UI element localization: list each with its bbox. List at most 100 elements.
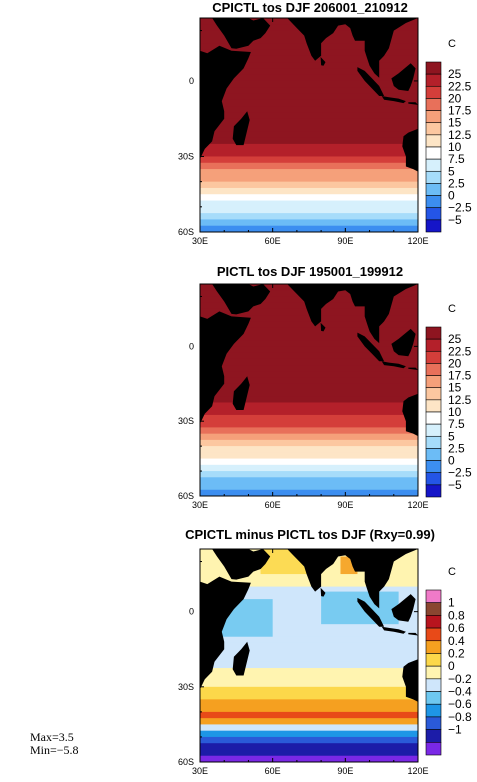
colorbar-label: −2.5 <box>448 201 472 215</box>
colorbar-box <box>425 729 442 743</box>
field-band <box>200 80 418 88</box>
field-band <box>200 489 418 496</box>
colorbar-unit: C <box>448 303 456 315</box>
field-band <box>200 599 418 606</box>
colorbar-label: 0.2 <box>448 646 465 660</box>
field-band <box>200 402 418 410</box>
land-srilanka <box>320 587 326 597</box>
anomaly-patch <box>321 591 399 625</box>
field-band <box>200 396 418 404</box>
field-band <box>200 112 418 120</box>
x-tick-label: 60E <box>265 766 281 776</box>
land-india <box>287 284 418 344</box>
y-tick-label: 60S <box>178 227 194 237</box>
field-band <box>200 371 418 379</box>
land-lesser <box>408 102 418 105</box>
field-band <box>200 143 418 151</box>
field-band <box>200 592 418 600</box>
field-band <box>200 661 418 669</box>
colorbar-label: 0 <box>448 659 455 673</box>
panel-title: CPICTL tos DJF 206001_210912 <box>212 0 408 15</box>
field-band <box>200 99 418 107</box>
field-band <box>200 118 418 126</box>
colorbar-box <box>425 742 442 756</box>
field-band <box>200 383 418 391</box>
field-band <box>200 680 418 688</box>
colorbar-label: 0 <box>448 454 455 468</box>
colorbar-label: 5 <box>448 429 455 443</box>
sst-field <box>200 284 418 496</box>
field-band <box>200 315 418 323</box>
colorbar-label: −2.5 <box>448 466 472 480</box>
field-band <box>200 365 418 372</box>
field-band <box>200 137 418 145</box>
map-frame <box>199 17 419 233</box>
y-tick-label: 30S <box>178 682 194 692</box>
field-band <box>200 49 418 57</box>
y-tick-label: 0 <box>189 341 194 351</box>
colorbar-label: −0.2 <box>448 672 472 686</box>
colorbar-box <box>425 640 442 654</box>
field-band <box>200 213 418 221</box>
field-band <box>200 150 418 158</box>
field-band <box>200 433 418 441</box>
land-india <box>287 549 418 609</box>
colorbar-label: 25 <box>448 67 462 81</box>
field-band <box>200 624 418 632</box>
y-tick-label: 60S <box>178 757 194 767</box>
min-label: Min=−5.8 <box>30 743 79 757</box>
land-borneo <box>391 328 416 357</box>
x-tick-label: 90E <box>337 236 353 246</box>
land-australia <box>402 393 418 437</box>
land-lesser <box>408 367 418 370</box>
colorbar-label: −0.6 <box>448 697 472 711</box>
field-band <box>200 477 418 485</box>
colorbar-unit: C <box>448 566 456 578</box>
x-tick-label: 120E <box>407 766 428 776</box>
field-band <box>200 642 418 650</box>
field-band <box>200 439 418 447</box>
field-band <box>200 74 418 82</box>
field-band <box>200 427 418 435</box>
field-band <box>200 636 418 644</box>
land-africa <box>200 549 251 690</box>
field-band <box>200 749 418 757</box>
field-band <box>200 131 418 139</box>
field-band <box>200 668 418 675</box>
y-tick-label: 0 <box>189 76 194 86</box>
field-band <box>200 421 418 429</box>
colorbar-box <box>425 653 442 667</box>
field-band <box>200 346 418 354</box>
land-java <box>381 626 406 634</box>
field-band <box>200 194 418 202</box>
colorbar-label: 17.5 <box>448 104 472 118</box>
colorbar-label: 22.5 <box>448 79 472 93</box>
field-band <box>200 586 418 594</box>
panel-pictl: PICTL tos DJF 195001_199912 30E 60E 90E 120… <box>178 264 472 510</box>
field-band <box>200 321 418 329</box>
field-band <box>200 390 418 397</box>
field-band <box>200 333 418 341</box>
colorbar-label: 20 <box>448 91 462 105</box>
colorbar-label: 7.5 <box>448 417 465 431</box>
field-band <box>200 471 418 478</box>
x-tick-label: 120E <box>407 236 428 246</box>
colorbar-label: 10 <box>448 405 462 419</box>
map-chart: 30E 60E 90E 120E 0 30S 60S 2522.52017.51512.510… <box>178 283 472 510</box>
colorbar-label: −5 <box>448 213 462 227</box>
map-chart: 30E 60E 90E 120E 0 30S 60S 2522.52017.51512.510… <box>178 17 472 246</box>
land-iran <box>261 534 288 549</box>
y-tick-label: 60S <box>178 491 194 501</box>
land-java <box>381 361 406 369</box>
colorbar-box <box>425 484 442 498</box>
colorbar-label: −1 <box>448 723 462 737</box>
field-band <box>200 711 418 719</box>
colorbar-label: 2.5 <box>448 441 465 455</box>
land-madagascar <box>232 376 250 410</box>
field-band <box>200 649 418 657</box>
colorbar-label: 0 <box>448 189 455 203</box>
field-band <box>200 699 418 707</box>
colorbar-label: −5 <box>448 478 462 492</box>
panel-cpictl: CPICTL tos DJF 206001_210912 30E 60E 90E 12… <box>0 0 477 260</box>
